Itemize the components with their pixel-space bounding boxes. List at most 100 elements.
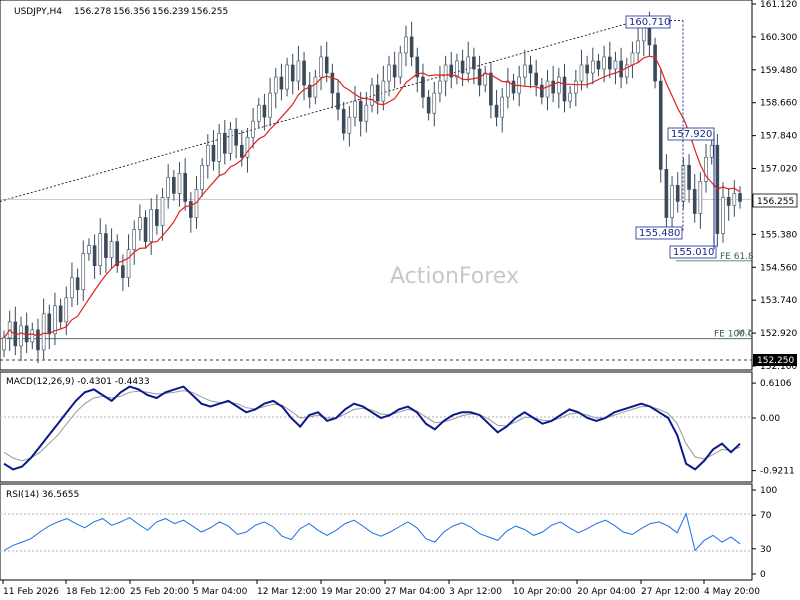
candle-body <box>206 144 210 166</box>
candle-body <box>273 76 278 94</box>
candle-body <box>92 245 97 266</box>
time-tick-label: 25 Feb 20:00 <box>130 587 189 597</box>
candle-body <box>166 177 170 198</box>
candle-body <box>347 116 352 134</box>
candle-body <box>738 193 742 202</box>
candle-body <box>585 64 589 74</box>
current-price-box <box>752 193 798 208</box>
candle-body <box>172 177 176 194</box>
candle-body <box>455 60 459 78</box>
price-header-low: 156.239 <box>152 7 189 17</box>
candle-body <box>596 60 601 70</box>
candle-body <box>574 80 578 94</box>
candle-body <box>607 56 612 70</box>
macd-tick-label: 0.00 <box>760 414 780 424</box>
candle-body <box>675 185 680 202</box>
candle-body <box>98 233 103 266</box>
candle-body <box>381 80 386 102</box>
candle-body <box>358 100 363 122</box>
price-tick-label: 155.380 <box>760 230 797 240</box>
first-low-box <box>635 226 683 240</box>
price-tick-label: 157.020 <box>760 165 797 175</box>
candle-body <box>415 56 420 78</box>
price-panel <box>0 0 753 371</box>
candle-body <box>251 120 255 138</box>
candle-body <box>364 104 369 122</box>
candle-body <box>432 92 437 114</box>
macd-panel <box>0 371 753 483</box>
candle-body <box>721 197 725 234</box>
fe-100-label: FE 100.0 <box>714 330 754 340</box>
candle-body <box>200 165 204 190</box>
candle-body <box>143 217 148 242</box>
candle-body <box>534 72 538 86</box>
time-tick-label: 27 Apr 12:00 <box>641 587 700 597</box>
candle-body <box>375 84 380 102</box>
time-tick-label: 12 Mar 12:00 <box>257 587 317 597</box>
macd-tick-label: 0.6106 <box>760 379 792 389</box>
candle-body <box>64 297 69 323</box>
rsi-series-line <box>3 511 741 552</box>
macd-main-line <box>3 385 741 471</box>
price-tick-label: 161.120 <box>760 0 797 10</box>
rsi-tick-label: 30 <box>760 545 772 555</box>
candle-body <box>290 64 295 82</box>
price-axis: 161.120 160.300 159.480 158.660 157.840 157.0… <box>752 0 797 372</box>
candle-body <box>319 56 323 78</box>
candle-body <box>138 217 142 230</box>
candle-body <box>613 60 618 70</box>
candle-body <box>602 56 606 70</box>
current-price-label: 156.255 <box>757 197 794 207</box>
candle-body <box>228 128 233 154</box>
candle-body <box>624 64 629 78</box>
candle-body <box>692 189 697 214</box>
candle-body <box>579 64 584 82</box>
candle-body <box>30 329 35 343</box>
time-tick-label: 3 Apr 12:00 <box>449 587 502 597</box>
peak-label: 160.710 <box>629 17 670 28</box>
fe-618-label: FE 61.8 <box>720 252 754 262</box>
candle-body <box>41 313 46 351</box>
candle-body <box>551 80 555 94</box>
candle-body <box>557 76 561 94</box>
candle-body <box>53 305 57 335</box>
candle-body <box>87 245 91 254</box>
rsi-header: RSI(14) 36.5655 <box>6 490 79 500</box>
candle-body <box>296 60 301 82</box>
candle-body <box>489 72 493 106</box>
candle-body <box>636 40 640 54</box>
candle-body <box>619 60 623 78</box>
candle-body <box>177 173 182 194</box>
low-marker-box <box>753 354 797 366</box>
candle-body <box>126 249 131 279</box>
price-tick-label: 158.660 <box>760 99 797 109</box>
candle-body <box>324 56 329 74</box>
candle-body <box>658 80 663 170</box>
macd-tick-label: -0.9211 <box>760 467 795 477</box>
candle-body <box>681 165 686 202</box>
candle-body <box>70 277 74 299</box>
candle-body <box>653 44 657 82</box>
candle-body <box>245 136 250 158</box>
candle-body <box>234 128 238 146</box>
time-tick-label: 27 Mar 04:00 <box>385 587 445 597</box>
price-header-close: 156.255 <box>191 7 228 17</box>
candle-body <box>398 52 403 78</box>
low-marker-label: 152.250 <box>757 356 794 366</box>
candle-body <box>330 72 335 94</box>
candle-body <box>545 80 550 98</box>
candle-body <box>698 181 703 214</box>
first-low-label: 155.480 <box>639 228 680 239</box>
candle-body <box>443 64 448 82</box>
candle-body <box>466 56 471 74</box>
candle-body <box>75 277 80 291</box>
rsi-tick-label: 70 <box>760 511 772 521</box>
price-tick-label: 154.560 <box>760 263 797 273</box>
candle-body <box>392 64 397 78</box>
candle-body <box>568 92 572 102</box>
candle-body <box>449 64 454 78</box>
candle-body <box>664 169 669 218</box>
price-tick-label: 159.480 <box>760 66 797 76</box>
candle-body <box>47 313 52 335</box>
rsi-line <box>3 511 741 552</box>
